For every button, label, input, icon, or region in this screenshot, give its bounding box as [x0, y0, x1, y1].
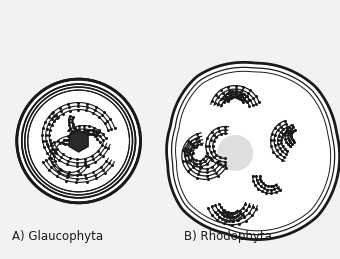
Polygon shape: [69, 130, 88, 152]
Text: B) Rhodophyta: B) Rhodophyta: [184, 230, 272, 243]
Text: A) Glaucophyta: A) Glaucophyta: [12, 230, 103, 243]
Polygon shape: [167, 62, 340, 240]
Circle shape: [217, 135, 253, 171]
Circle shape: [17, 79, 140, 203]
